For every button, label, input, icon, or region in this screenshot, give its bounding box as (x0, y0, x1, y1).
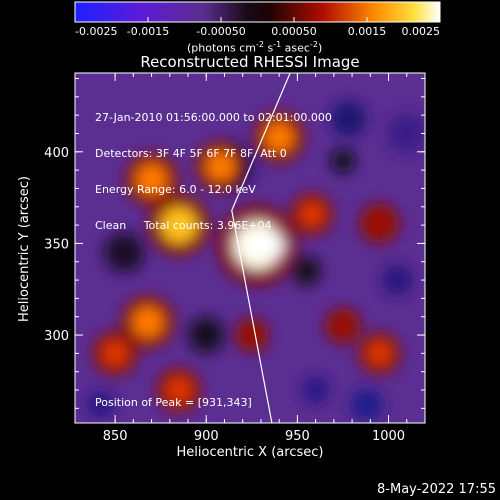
peak-position-label: Position of Peak = [931,343] (95, 396, 252, 409)
source-core (367, 211, 392, 236)
colorbar-gradient (74, 1, 441, 23)
source-core (241, 325, 262, 345)
info-line-detectors: Detectors: 3F 4F 5F 6F 7F 8F, Att 0 (95, 147, 287, 160)
x-axis-label: Heliocentric X (arcsec) (176, 445, 324, 460)
x-tick-label: 1000 (372, 429, 405, 444)
source-core (366, 340, 392, 366)
source-core (299, 201, 325, 227)
y-tick-label: 300 (44, 329, 69, 344)
source-core (132, 306, 164, 338)
y-tick-label: 350 (44, 237, 69, 252)
background-blob (188, 317, 225, 354)
colorbar-unit-label: (photons cm-2 s-1 asec-2) (187, 40, 323, 55)
footer-date: 8-May-2022 17:55 (377, 482, 496, 497)
background-blob (330, 148, 355, 173)
background-blob (86, 390, 115, 419)
x-tick-label: 850 (103, 429, 128, 444)
background-blob (330, 100, 367, 137)
source-core (205, 151, 236, 182)
colorbar-tick-label: -0.0025 (75, 25, 117, 38)
info-line-counts: Clean Total counts: 3.96E+04 (95, 219, 272, 232)
colorbar-tick-label: 0.0015 (348, 25, 387, 38)
y-tick-label: 400 (44, 146, 69, 161)
source-core (160, 206, 198, 244)
plot-frame (74, 72, 426, 424)
source-core (264, 122, 295, 153)
background-blob (301, 376, 330, 405)
background-blob (386, 113, 425, 154)
background-blob (104, 232, 145, 273)
colorbar-tick-label: -0.0015 (127, 25, 169, 38)
background-blob (381, 264, 414, 297)
colorbar-tick-label: -0.00050 (196, 25, 245, 38)
source-core (101, 340, 129, 367)
info-line-time: 27-Jan-2010 01:56:00.000 to 02:01:00.000 (95, 111, 332, 124)
source-core (332, 315, 354, 337)
colorbar-tick-label: 0.0025 (402, 25, 441, 38)
chart-title: Reconstructed RHESSI Image (140, 53, 360, 71)
info-line-energy: Energy Range: 6.0 - 12.0 keV (95, 183, 256, 196)
background-blob (350, 388, 383, 421)
source-core (165, 376, 193, 404)
background-blob (292, 256, 321, 285)
source-core (135, 163, 168, 195)
y-axis-label: Heliocentric Y (arcsec) (17, 176, 32, 322)
x-tick-label: 950 (285, 429, 310, 444)
info-block: 27-Jan-2010 01:56:00.000 to 02:01:00.000… (95, 88, 332, 244)
x-tick-label: 900 (194, 429, 219, 444)
peak-core (240, 232, 285, 259)
colorbar-tick-label: 0.00050 (271, 25, 317, 38)
solar-limb-line (231, 73, 291, 423)
colorbar: -0.0025 -0.0015 -0.00050 0.00050 0.0015 0.002… (74, 1, 441, 38)
